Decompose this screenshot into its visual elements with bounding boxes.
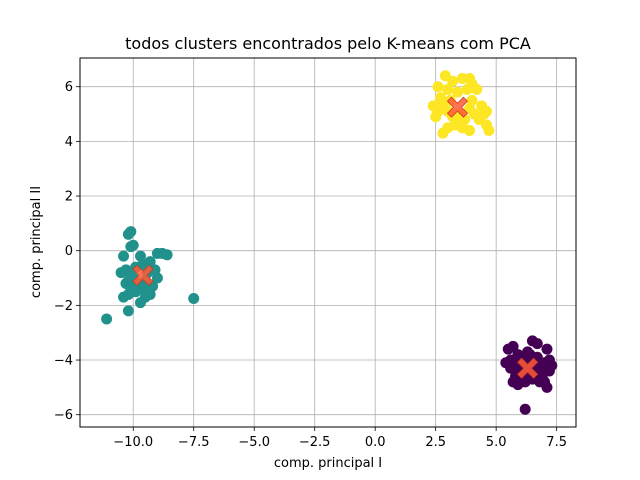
x-tick-label: −7.5: [178, 435, 210, 450]
x-tick-label: 5.0: [486, 435, 507, 450]
x-tick-label: −10.0: [113, 435, 153, 450]
data-point: [125, 241, 137, 253]
data-point: [534, 376, 546, 388]
data-point: [144, 256, 156, 268]
data-point: [541, 343, 553, 355]
x-tick-label: 7.5: [546, 435, 567, 450]
centroid-marker: [132, 264, 154, 286]
y-axis-label: comp. principal II: [29, 186, 44, 298]
data-points: [101, 70, 558, 415]
x-tick-label: −5.0: [238, 435, 270, 450]
data-point: [122, 275, 134, 287]
data-point: [188, 293, 200, 305]
data-point: [451, 86, 463, 98]
data-point: [519, 403, 531, 415]
data-point: [456, 122, 468, 134]
y-tick-label: 6: [65, 80, 73, 95]
x-axis-label: comp. principal I: [274, 456, 382, 471]
data-point: [161, 249, 173, 261]
data-point: [442, 83, 454, 95]
data-point: [435, 92, 447, 104]
data-point: [483, 124, 495, 136]
data-point: [512, 349, 524, 361]
data-point: [101, 313, 113, 325]
y-tick-label: −6: [54, 408, 73, 423]
data-point: [507, 340, 519, 352]
y-tick-label: −2: [54, 299, 73, 314]
chart-title: todos clusters encontrados pelo K-means …: [125, 34, 531, 53]
data-point: [478, 108, 490, 120]
y-tick-label: −4: [54, 354, 73, 369]
y-tick-label: 4: [65, 135, 73, 150]
y-tick-label: 2: [65, 190, 73, 205]
data-point: [461, 83, 473, 95]
centroid-marker: [517, 357, 539, 379]
grid: [80, 58, 576, 427]
data-point: [524, 349, 536, 361]
data-point: [432, 81, 444, 93]
centroid-marker: [446, 96, 469, 118]
x-tick-label: 2.5: [425, 435, 446, 450]
data-point: [122, 228, 134, 240]
plot-frame: [79, 57, 577, 428]
data-point: [151, 272, 163, 284]
x-tick-label: −2.5: [299, 435, 331, 450]
data-point: [466, 94, 478, 106]
data-point: [430, 111, 442, 123]
data-point: [118, 250, 130, 262]
x-tick-label: 0.0: [365, 435, 386, 450]
data-point: [471, 83, 483, 95]
data-point: [447, 75, 459, 87]
centroids: [132, 96, 539, 379]
data-point: [539, 357, 551, 369]
axis-ticks: −10.0 −7.5 −5.0 −2.5 0.0 2.5 5.0 7.5 −6 −4 −2 0 2 4 6: [54, 80, 567, 450]
data-point: [118, 291, 130, 303]
data-point: [122, 305, 134, 317]
data-point: [137, 283, 149, 295]
data-point: [531, 338, 543, 350]
y-tick-label: 0: [65, 244, 73, 259]
